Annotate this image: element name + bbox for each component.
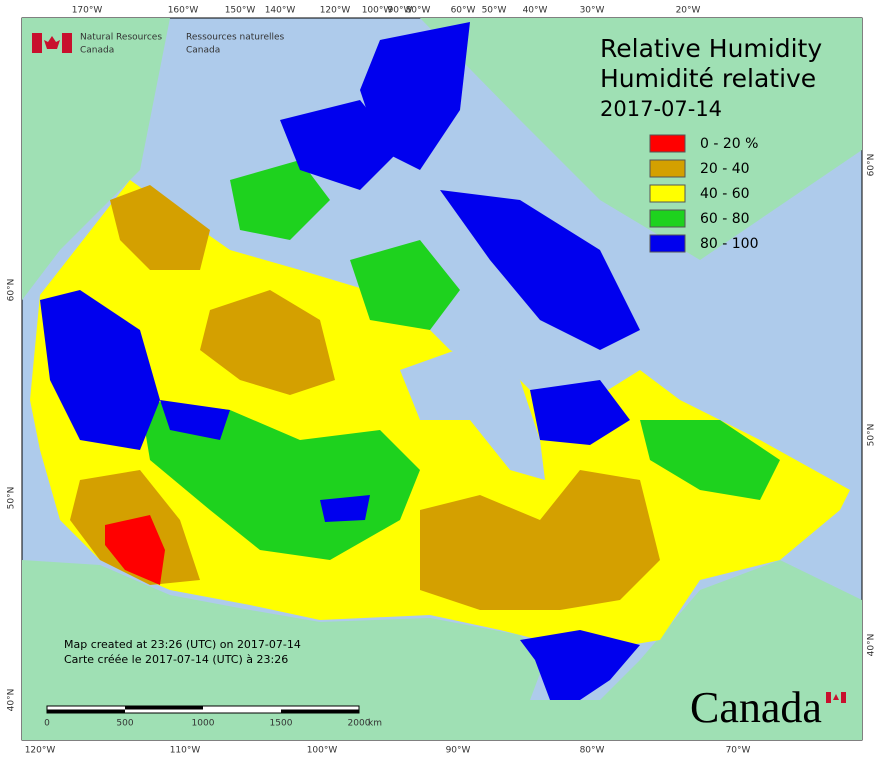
longitude-label: 50°W: [482, 6, 507, 16]
agency-fr: Canada: [186, 46, 220, 56]
legend-label: 60 - 80: [700, 211, 750, 227]
latitude-label: 40°N: [7, 689, 17, 712]
flag-logo: [32, 33, 72, 53]
legend-label: 0 - 20 %: [700, 136, 758, 152]
longitude-label: 90°W: [388, 6, 413, 16]
longitude-label: 70°W: [726, 746, 751, 756]
longitude-label: 100°W: [307, 746, 338, 756]
wordmark: Canada: [690, 683, 822, 732]
longitude-label: 20°W: [676, 6, 701, 16]
agency-en: Natural Resources: [80, 33, 162, 43]
latitude-label: 60°N: [867, 154, 877, 177]
longitude-label: 80°W: [580, 746, 605, 756]
scale-label: 1500: [270, 719, 293, 729]
scale-label: 0: [44, 719, 50, 729]
legend-swatch: [649, 159, 686, 178]
agency-en: Canada: [80, 46, 114, 56]
legend-swatch: [649, 234, 686, 253]
legend-label: 80 - 100: [700, 236, 759, 252]
longitude-label: 120°W: [25, 746, 56, 756]
legend-swatch: [649, 184, 686, 203]
date: 2017-07-14: [600, 97, 722, 121]
latitude-label: 50°N: [7, 487, 17, 510]
longitude-label: 120°W: [320, 6, 351, 16]
longitude-label: 140°W: [265, 6, 296, 16]
longitude-label: 110°W: [170, 746, 201, 756]
legend-swatch: [649, 134, 686, 153]
credit: Carte créée le 2017-07-14 (UTC) à 23:26: [64, 653, 288, 666]
title-en: Relative Humidity: [600, 34, 822, 63]
longitude-label: 80°W: [406, 6, 431, 16]
longitude-label: 40°W: [523, 6, 548, 16]
longitude-label: 100°W: [362, 6, 393, 16]
scale-label: 2000: [348, 719, 371, 729]
longitude-label: 150°W: [225, 6, 256, 16]
wordmark-flag: [826, 692, 846, 703]
scale-bar: [46, 705, 360, 714]
credit: Map created at 23:26 (UTC) on 2017-07-14: [64, 638, 301, 651]
title-fr: Humidité relative: [600, 64, 816, 93]
humidity-zones: [30, 22, 850, 700]
latitude-label: 60°N: [7, 279, 17, 302]
longitude-label: 160°W: [168, 6, 199, 16]
longitude-label: 170°W: [72, 6, 103, 16]
longitude-label: 90°W: [446, 746, 471, 756]
legend-swatch: [649, 209, 686, 228]
scale-unit: km: [368, 719, 382, 729]
longitude-label: 60°W: [451, 6, 476, 16]
latitude-label: 40°N: [867, 634, 877, 657]
scale-label: 500: [116, 719, 133, 729]
agency-fr: Ressources naturelles: [186, 33, 285, 43]
scale-label: 1000: [192, 719, 215, 729]
longitude-label: 30°W: [580, 6, 605, 16]
legend-label: 20 - 40: [700, 161, 750, 177]
latitude-label: 50°N: [867, 424, 877, 447]
neighbour-land: [22, 18, 862, 740]
legend-label: 40 - 60: [700, 186, 750, 202]
